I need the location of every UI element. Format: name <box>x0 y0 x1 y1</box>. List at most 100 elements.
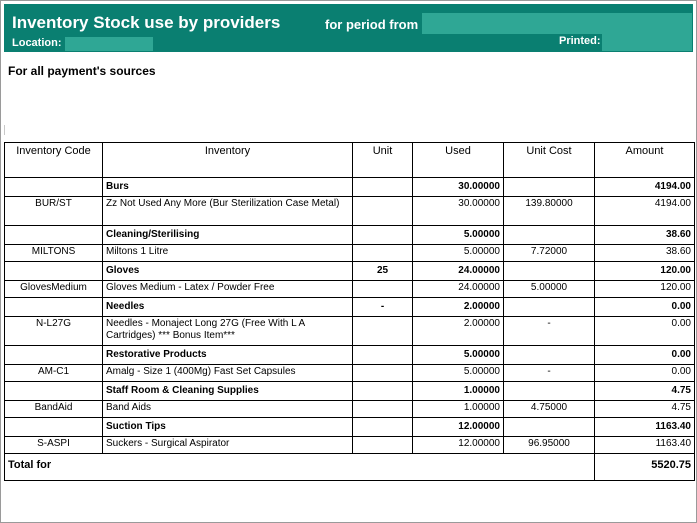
item-used: 2.00000 <box>412 316 504 346</box>
group-row: Suction Tips 12.00000 1163.40 <box>4 417 695 437</box>
table-row: BUR/ST Zz Not Used Any More (Bur Steriliz… <box>4 196 695 226</box>
item-name: Suckers - Surgical Aspirator <box>102 436 353 454</box>
item-unit <box>352 244 413 262</box>
col-header-unit: Unit <box>352 142 413 178</box>
group-amount: 4194.00 <box>594 177 695 197</box>
item-used: 12.00000 <box>412 436 504 454</box>
item-code: GlovesMedium <box>4 280 103 298</box>
group-unit <box>352 417 413 437</box>
table-row: GlovesMedium Gloves Medium - Latex / Powd… <box>4 280 695 298</box>
group-used: 5.00000 <box>412 345 504 365</box>
group-row: Staff Room & Cleaning Supplies 1.00000 4.7… <box>4 381 695 401</box>
item-code: N-L27G <box>4 316 103 346</box>
group-unit-cost-cell <box>503 297 595 317</box>
group-row: Gloves 25 24.00000 120.00 <box>4 261 695 281</box>
item-unit <box>352 436 413 454</box>
group-used: 2.00000 <box>412 297 504 317</box>
group-amount: 4.75 <box>594 381 695 401</box>
item-name: Band Aids <box>102 400 353 418</box>
item-code: MILTONS <box>4 244 103 262</box>
group-used: 12.00000 <box>412 417 504 437</box>
item-name: Gloves Medium - Latex / Powder Free <box>102 280 353 298</box>
group-amount: 0.00 <box>594 297 695 317</box>
group-unit: 25 <box>352 261 413 281</box>
inventory-table: Inventory Code Inventory Unit Used Unit … <box>4 142 695 481</box>
item-unit-cost: - <box>503 316 595 346</box>
item-unit <box>352 400 413 418</box>
group-unit-cost-cell <box>503 225 595 245</box>
group-unit-cost-cell <box>503 381 595 401</box>
item-amount: 120.00 <box>594 280 695 298</box>
item-used: 30.00000 <box>412 196 504 226</box>
group-name: Restorative Products <box>102 345 353 365</box>
item-unit-cost: 4.75000 <box>503 400 595 418</box>
report-title: Inventory Stock use by providers <box>12 13 281 32</box>
table-body: Burs 30.00000 4194.00 BUR/ST Zz Not Used Any… <box>4 177 695 454</box>
col-header-used: Used <box>412 142 504 178</box>
group-unit <box>352 177 413 197</box>
group-code-cell <box>4 225 103 245</box>
group-amount: 1163.40 <box>594 417 695 437</box>
item-name: Zz Not Used Any More (Bur Sterilization … <box>102 196 353 226</box>
item-name: Miltons 1 Litre <box>102 244 353 262</box>
group-code-cell <box>4 417 103 437</box>
item-unit-cost: 96.95000 <box>503 436 595 454</box>
item-name: Amalg - Size 1 (400Mg) Fast Set Capsules <box>102 364 353 382</box>
printed-label: Printed: <box>559 35 601 47</box>
location-label: Location: <box>12 37 62 49</box>
item-used: 5.00000 <box>412 364 504 382</box>
item-unit-cost: 5.00000 <box>503 280 595 298</box>
total-label: Total for <box>4 453 595 481</box>
item-unit-cost: - <box>503 364 595 382</box>
item-code: S-ASPI <box>4 436 103 454</box>
group-name: Gloves <box>102 261 353 281</box>
item-amount: 38.60 <box>594 244 695 262</box>
group-unit-cost-cell <box>503 177 595 197</box>
group-unit <box>352 381 413 401</box>
item-unit-cost: 139.80000 <box>503 196 595 226</box>
group-unit-cost-cell <box>503 417 595 437</box>
table-row: MILTONS Miltons 1 Litre 5.00000 7.72000 38.6… <box>4 244 695 262</box>
table-row: S-ASPI Suckers - Surgical Aspirator 12.000… <box>4 436 695 454</box>
group-unit: - <box>352 297 413 317</box>
item-used: 5.00000 <box>412 244 504 262</box>
group-name: Burs <box>102 177 353 197</box>
group-used: 1.00000 <box>412 381 504 401</box>
group-row: Restorative Products 5.00000 0.00 <box>4 345 695 365</box>
payment-sources-subtitle: For all payment's sources <box>8 64 156 78</box>
item-amount: 4194.00 <box>594 196 695 226</box>
margin-tick <box>4 125 5 135</box>
report-header: Inventory Stock use by providers for per… <box>4 4 693 52</box>
group-used: 24.00000 <box>412 261 504 281</box>
group-unit <box>352 345 413 365</box>
period-label: for period from <box>325 17 419 32</box>
group-name: Suction Tips <box>102 417 353 437</box>
group-code-cell <box>4 297 103 317</box>
group-unit-cost-cell <box>503 345 595 365</box>
group-amount: 38.60 <box>594 225 695 245</box>
item-unit <box>352 364 413 382</box>
item-amount: 0.00 <box>594 364 695 382</box>
item-amount: 1163.40 <box>594 436 695 454</box>
item-used: 24.00000 <box>412 280 504 298</box>
group-unit <box>352 225 413 245</box>
group-name: Staff Room & Cleaning Supplies <box>102 381 353 401</box>
group-code-cell <box>4 345 103 365</box>
item-unit-cost: 7.72000 <box>503 244 595 262</box>
group-row: Burs 30.00000 4194.00 <box>4 177 695 197</box>
item-unit <box>352 280 413 298</box>
group-code-cell <box>4 381 103 401</box>
col-header-unit-cost: Unit Cost <box>503 142 595 178</box>
item-code: BandAid <box>4 400 103 418</box>
group-code-cell <box>4 261 103 281</box>
item-used: 1.00000 <box>412 400 504 418</box>
group-code-cell <box>4 177 103 197</box>
item-code: AM-C1 <box>4 364 103 382</box>
printed-value-redacted <box>602 34 692 51</box>
item-unit <box>352 316 413 346</box>
table-row: N-L27G Needles - Monaject Long 27G (Free … <box>4 316 695 346</box>
group-amount: 120.00 <box>594 261 695 281</box>
group-row: Needles -2.00000 0.00 <box>4 297 695 317</box>
item-code: BUR/ST <box>4 196 103 226</box>
col-header-code: Inventory Code <box>4 142 103 178</box>
